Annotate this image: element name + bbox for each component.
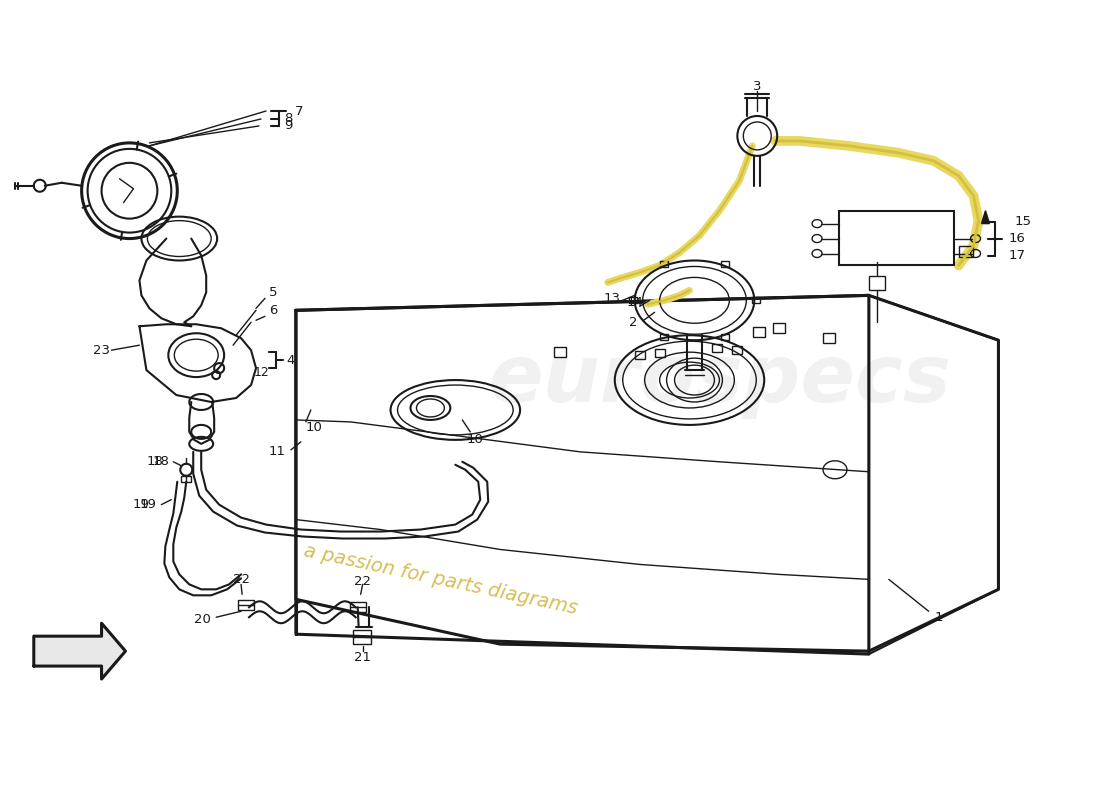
Bar [635,351,645,359]
Polygon shape [981,210,990,224]
Bar [869,277,884,290]
Bar [722,261,729,267]
Text: a passion for parts diagrams: a passion for parts diagrams [301,541,579,618]
Bar [238,600,254,610]
Bar [350,602,365,612]
Bar [182,476,191,482]
Text: 19: 19 [132,498,150,511]
Text: 10: 10 [466,434,484,446]
Text: 22: 22 [354,575,371,588]
Text: 21: 21 [354,650,371,664]
Bar [660,334,668,339]
Bar [353,630,371,644]
Text: eurospecs: eurospecs [488,341,950,419]
Bar [629,298,637,303]
Bar [958,246,972,258]
Text: 16: 16 [1009,232,1025,245]
Bar [839,210,954,266]
Text: 6: 6 [268,304,277,317]
Bar [654,349,664,357]
Text: 3: 3 [754,79,761,93]
Bar [554,347,565,357]
Bar [823,334,835,343]
Polygon shape [34,623,125,679]
Bar [713,344,723,352]
Bar [773,323,785,334]
Text: 1: 1 [934,610,943,624]
Text: 15: 15 [1014,215,1032,228]
Text: 5: 5 [268,286,277,299]
Text: 7: 7 [295,105,304,118]
Text: 23: 23 [94,344,110,357]
Bar [754,327,766,338]
Text: 4: 4 [287,354,295,366]
Text: 17: 17 [1009,249,1025,262]
Text: 11: 11 [268,446,286,458]
Text: 18: 18 [146,455,163,468]
Text: 12: 12 [253,366,270,378]
Text: 20: 20 [195,613,211,626]
Text: 14: 14 [626,296,644,309]
Text: 8: 8 [284,113,293,126]
Bar [722,334,729,339]
Text: 2: 2 [629,316,638,329]
Text: 22: 22 [232,573,250,586]
Text: 19: 19 [140,498,156,511]
Bar [733,346,742,354]
Text: 18: 18 [153,455,169,468]
Bar [752,298,760,303]
Text: 10: 10 [306,422,322,434]
Bar [660,261,668,267]
Text: 9: 9 [284,119,293,133]
Text: 13: 13 [603,292,620,305]
